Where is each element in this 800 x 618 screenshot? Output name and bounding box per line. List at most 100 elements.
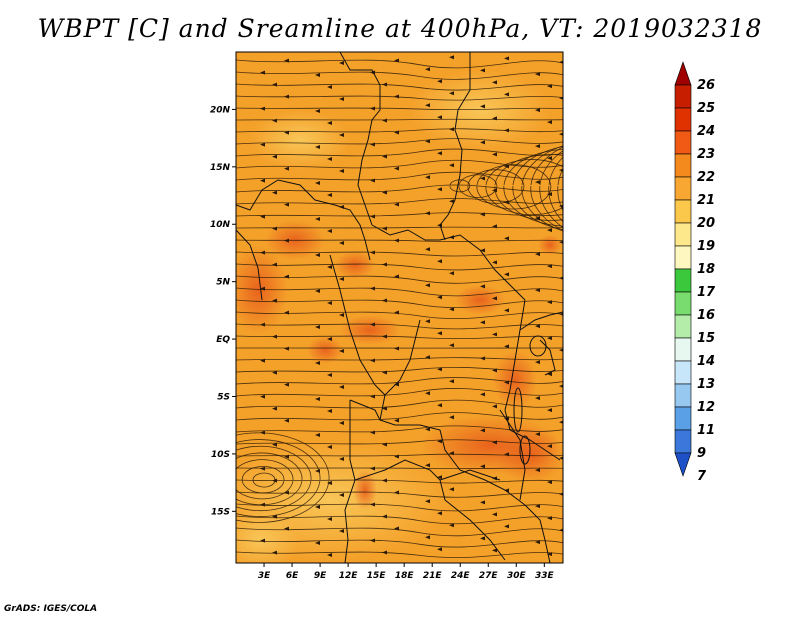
streamline-arrow	[327, 480, 332, 485]
streamline-arrow	[339, 528, 344, 533]
colorbar-segment	[674, 360, 692, 385]
colorbar-segment	[674, 153, 692, 178]
streamline-arrow	[535, 432, 540, 437]
colorbar-label: 25	[697, 101, 715, 116]
streamline	[236, 335, 563, 340]
streamline-arrow	[339, 132, 344, 137]
streamline-arrow	[284, 130, 289, 135]
streamline-arrow	[559, 276, 563, 280]
streamline-arrow	[535, 72, 540, 77]
colorbar-segment	[674, 429, 692, 454]
streamline	[476, 164, 552, 210]
lat-label: 10S	[211, 450, 230, 460]
streamline-arrow	[394, 166, 399, 171]
colorbar-segment	[674, 130, 692, 155]
streamline-arrow	[382, 82, 387, 87]
streamline	[236, 251, 563, 257]
streamline-arrow	[480, 428, 485, 433]
streamline-arrow	[284, 310, 289, 315]
colorbar-segment	[674, 199, 692, 224]
streamline	[236, 71, 563, 80]
streamline-arrow	[394, 382, 399, 387]
streamline-arrow	[394, 130, 399, 135]
lon-label: 15E	[367, 571, 387, 581]
streamline-arrow	[370, 358, 375, 363]
streamline-arrow	[260, 286, 265, 291]
streamline-arrow	[339, 420, 344, 425]
streamline-arrow	[449, 271, 454, 276]
streamline-arrow	[437, 511, 442, 516]
streamline-arrow	[370, 430, 375, 435]
streamline-arrow	[559, 168, 563, 172]
streamline-arrow	[272, 118, 277, 123]
streamline-arrow	[370, 286, 375, 291]
streamline	[236, 148, 563, 157]
streamline-arrow	[327, 444, 332, 449]
streamline-arrow	[437, 259, 442, 264]
streamline-arrow	[260, 394, 265, 399]
colorbar-label: 18	[697, 262, 715, 277]
streamline-arrow	[492, 224, 497, 229]
grads-credit: GrADS: IGES/COLA	[4, 604, 98, 614]
streamline-arrow	[480, 464, 485, 469]
colorbar-segment	[674, 268, 692, 293]
streamline-arrow	[547, 408, 552, 413]
colorbar-segment	[674, 314, 692, 339]
streamline-arrow	[382, 478, 387, 483]
streamline-arrow	[370, 394, 375, 399]
streamline-arrow	[284, 346, 289, 351]
streamline-arrow	[492, 188, 497, 193]
streamline-arrow	[315, 504, 320, 509]
streamline-arrow	[449, 487, 454, 492]
colorbar-label: 12	[697, 400, 715, 415]
streamline-arrow	[547, 228, 552, 233]
streamline	[236, 198, 563, 205]
streamline-arrow	[339, 276, 344, 281]
streamline	[236, 95, 563, 101]
streamline-arrow	[260, 502, 265, 507]
streamline-arrow	[535, 540, 540, 545]
streamline-arrow	[480, 392, 485, 397]
streamline-arrow	[284, 58, 289, 63]
streamline-arrow	[315, 468, 320, 473]
streamline-arrow	[315, 360, 320, 365]
streamline-arrow	[425, 391, 430, 396]
streamline-arrow	[437, 439, 442, 444]
streamline-arrow	[425, 355, 430, 360]
streamline	[252, 472, 276, 488]
streamline-arrow	[272, 226, 277, 231]
lon-label: 9E	[314, 571, 327, 581]
streamline-arrow	[480, 104, 485, 109]
streamline-arrow	[437, 367, 442, 372]
streamline-arrow	[272, 190, 277, 195]
streamline-arrow	[382, 334, 387, 339]
lon-label: 33E	[535, 571, 555, 581]
streamline-arrow	[284, 94, 289, 99]
streamline-arrow	[559, 528, 563, 532]
colorbar-label: 24	[697, 124, 715, 139]
colorbar-label: 9	[697, 446, 706, 461]
streamline-arrow	[272, 550, 277, 555]
streamline-arrow	[394, 58, 399, 63]
colorbar-segment	[674, 337, 692, 362]
streamline	[236, 138, 563, 145]
wbpt-warm-zone	[335, 251, 375, 279]
colorbar-segment	[674, 406, 692, 431]
lat-label: 5N	[216, 278, 230, 288]
streamline-arrow	[284, 238, 289, 243]
colorbar-segment	[674, 383, 692, 408]
streamline	[236, 287, 563, 297]
streamline	[236, 515, 563, 525]
streamline-arrow	[535, 144, 540, 149]
streamline-arrows	[260, 55, 563, 557]
streamline-arrow	[260, 322, 265, 327]
streamline-arrow	[327, 408, 332, 413]
colorbar-segment	[674, 176, 692, 201]
colorbar-label: 19	[697, 239, 715, 254]
streamline-arrow	[504, 92, 509, 97]
streamline-arrow	[272, 514, 277, 519]
streamline	[236, 212, 563, 217]
streamline-arrow	[284, 454, 289, 459]
streamline-arrow	[449, 163, 454, 168]
streamline-arrow	[327, 372, 332, 377]
